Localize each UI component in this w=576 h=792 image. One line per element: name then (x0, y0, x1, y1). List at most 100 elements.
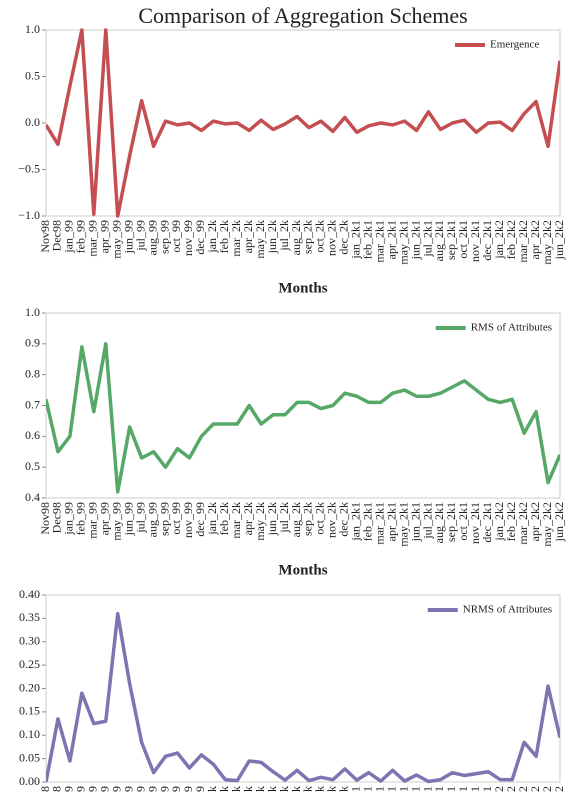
x-tick-label: mar_2k (229, 220, 243, 257)
x-tick-label: aug_2k (289, 502, 303, 537)
x-tick-label: sep_99 (157, 502, 171, 536)
x-tick-label: jan_2k2 (492, 502, 506, 542)
x-tick-label: feb_2k2 (504, 502, 518, 541)
y-tick-label: 0.35 (19, 610, 40, 624)
data-line (46, 342, 560, 494)
y-tick-label: 0.40 (19, 587, 40, 601)
x-tick-label: mar_2k2 (516, 502, 530, 545)
x-tick-label: feb_99 (74, 220, 88, 253)
x-tick-label: aug_2k1 (432, 502, 446, 543)
x-tick-label: nov_2k1 (468, 786, 482, 792)
x-tick-label: feb_2k2 (504, 220, 518, 259)
x-tick-label: aug_2k1 (432, 786, 446, 792)
x-tick-label: jan_2k1 (349, 502, 363, 542)
x-tick-label: feb_2k (217, 220, 231, 253)
x-tick-label: jun_99 (121, 220, 135, 254)
x-tick-label: dec_2k (337, 502, 351, 537)
x-tick-label: apr_99 (98, 786, 112, 792)
x-axis-label: Months (278, 280, 327, 296)
x-tick-label: Nov98 (38, 502, 52, 535)
x-tick-label: oct_2k (313, 220, 327, 253)
x-tick-label: may_2k2 (540, 502, 554, 547)
x-tick-label: jul_2k1 (420, 502, 434, 540)
x-tick-label: nov_99 (181, 786, 195, 792)
x-tick-label: may_99 (109, 220, 123, 259)
x-tick-label: jan_2k (205, 502, 219, 536)
y-tick-label: 0.00 (19, 774, 40, 788)
x-tick-label: dec_99 (193, 786, 207, 792)
x-tick-label: Dec98 (50, 786, 64, 792)
x-tick-label: may_2k (253, 786, 267, 792)
x-tick-label: feb_2k1 (360, 786, 374, 792)
x-tick-label: may_2k (253, 502, 267, 541)
x-tick-label: apr_2k (241, 502, 255, 535)
x-tick-label: jun_2k1 (408, 786, 422, 792)
x-tick-label: feb_2k2 (504, 786, 518, 792)
x-tick-label: jan_2k1 (349, 786, 363, 792)
x-tick-label: sep_2k1 (444, 502, 458, 542)
x-tick-label: mar_2k2 (516, 220, 530, 263)
chart-title: Comparison of Aggregation Schemes (138, 3, 467, 28)
x-tick-label: jun_2k2 (552, 220, 566, 260)
x-tick-label: aug_99 (145, 786, 159, 792)
x-tick-label: jan_99 (62, 786, 76, 792)
x-tick-label: nov_99 (181, 502, 195, 538)
x-tick-label: oct_2k1 (456, 220, 470, 259)
y-tick-label: 0.05 (19, 750, 40, 764)
x-axis-label: Months (278, 562, 327, 578)
x-tick-label: jul_99 (133, 502, 147, 534)
x-tick-label: aug_2k1 (432, 220, 446, 261)
x-tick-label: Dec98 (50, 502, 64, 533)
x-tick-label: mar_99 (86, 220, 100, 257)
x-tick-label: may_99 (109, 786, 123, 792)
x-tick-label: jan_2k2 (492, 220, 506, 260)
y-tick-label: 0.8 (25, 366, 40, 380)
x-tick-label: apr_2k1 (384, 502, 398, 541)
data-line (46, 28, 560, 218)
y-tick-label: 0.30 (19, 634, 40, 648)
x-tick-label: oct_99 (169, 786, 183, 792)
x-tick-label: jul_99 (133, 220, 147, 252)
x-tick-label: apr_2k (241, 220, 255, 253)
x-tick-label: dec_2k (337, 220, 351, 255)
y-tick-label: 0.0 (25, 115, 40, 129)
x-tick-label: jan_2k (205, 786, 219, 792)
x-tick-label: dec_99 (193, 220, 207, 255)
x-tick-label: sep_99 (157, 220, 171, 254)
x-tick-label: dec_99 (193, 502, 207, 537)
x-tick-label: may_2k2 (540, 786, 554, 792)
y-tick-label: 0.5 (25, 68, 40, 82)
x-tick-label: sep_2k (301, 786, 315, 792)
x-tick-label: apr_99 (98, 220, 112, 253)
x-tick-label: jan_99 (62, 502, 76, 536)
x-tick-label: feb_2k1 (360, 502, 374, 541)
y-tick-label: 0.15 (19, 704, 40, 718)
x-tick-label: nov_2k1 (468, 220, 482, 262)
x-tick-label: may_2k1 (396, 786, 410, 792)
x-tick-label: sep_99 (157, 786, 171, 792)
y-tick-label: −1.0 (18, 208, 40, 222)
x-tick-label: oct_2k (313, 786, 327, 792)
x-tick-label: nov_2k (325, 220, 339, 256)
y-tick-label: 0.4 (25, 490, 40, 504)
x-tick-label: jun_2k1 (408, 220, 422, 260)
x-tick-label: feb_2k1 (360, 220, 374, 259)
x-tick-label: jun_2k (265, 502, 279, 536)
y-tick-label: 0.5 (25, 459, 40, 473)
x-tick-label: nov_99 (181, 220, 195, 256)
x-tick-label: oct_2k1 (456, 786, 470, 792)
x-tick-label: dec_2k1 (480, 502, 494, 543)
x-tick-label: mar_2k1 (372, 502, 386, 545)
x-tick-label: apr_2k1 (384, 786, 398, 792)
legend-label: Emergence (490, 39, 539, 51)
legend-label: NRMS of Attributes (463, 604, 552, 616)
x-tick-label: jul_2k1 (420, 220, 434, 258)
x-tick-label: apr_2k2 (528, 786, 542, 792)
x-tick-label: aug_2k (289, 220, 303, 255)
data-line (46, 611, 560, 784)
plot-frame (45, 594, 561, 783)
y-tick-label: 0.9 (25, 336, 40, 350)
x-tick-label: nov_2k (325, 786, 339, 792)
x-tick-label: jun_2k1 (408, 502, 422, 542)
x-tick-label: apr_2k2 (528, 220, 542, 259)
